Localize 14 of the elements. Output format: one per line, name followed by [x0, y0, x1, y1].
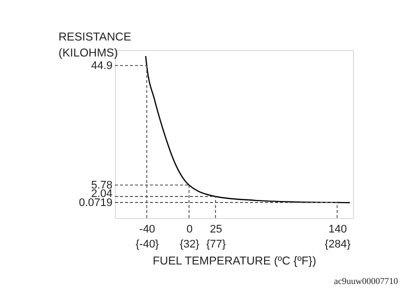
x-tick-label: 140 [328, 224, 347, 236]
x2-tick-label: {284} [324, 238, 351, 250]
x-tick-label: 0 [186, 224, 193, 236]
x2-tick-label: {-40} [136, 238, 160, 250]
x2-tick-label: {32} [180, 238, 200, 250]
line-series [145, 56, 350, 204]
y-axis-title: RESISTANCE (KILOHMS) [58, 32, 132, 60]
x2-tick-label: {77} [206, 238, 226, 250]
x-tick-label: -40 [139, 224, 156, 236]
y-tick-label: 0.0719 [78, 197, 112, 210]
x-axis-title: FUEL TEMPERATURE (ºC {ºF}) [152, 256, 316, 268]
x-tick-label: 25 [210, 224, 222, 236]
text: ac9uuw00007710 [334, 276, 398, 286]
y-tick-label: 44.9 [91, 60, 112, 72]
